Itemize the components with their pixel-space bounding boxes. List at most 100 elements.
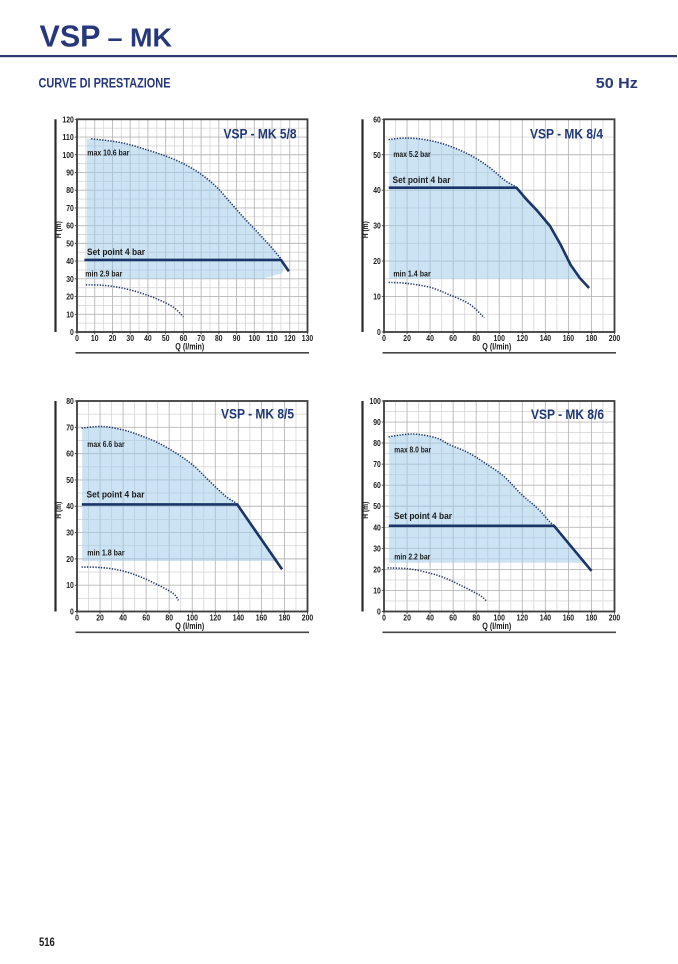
svg-text:140: 140 <box>233 613 245 622</box>
svg-text:50: 50 <box>66 239 74 248</box>
svg-text:80: 80 <box>472 334 480 343</box>
svg-text:90: 90 <box>66 169 74 178</box>
svg-text:20: 20 <box>109 334 117 343</box>
svg-text:0: 0 <box>382 613 386 622</box>
svg-text:100: 100 <box>494 334 506 343</box>
svg-text:50: 50 <box>373 502 381 511</box>
svg-text:140: 140 <box>540 613 552 622</box>
svg-text:80: 80 <box>66 186 74 195</box>
svg-text:VSP - MK 5/8: VSP - MK 5/8 <box>224 127 297 142</box>
svg-text:0: 0 <box>377 328 381 337</box>
svg-text:max 5.2 bar: max 5.2 bar <box>393 149 431 159</box>
svg-text:110: 110 <box>62 133 74 142</box>
svg-text:max 8.0 bar: max 8.0 bar <box>394 445 431 455</box>
svg-text:VSP - MK 8/6: VSP - MK 8/6 <box>531 407 604 422</box>
svg-text:120: 120 <box>284 334 296 343</box>
svg-text:100: 100 <box>369 397 381 406</box>
svg-text:10: 10 <box>91 334 99 343</box>
svg-text:120: 120 <box>210 613 222 622</box>
svg-text:80: 80 <box>215 334 223 343</box>
svg-text:70: 70 <box>66 423 74 432</box>
svg-text:– MK: – MK <box>108 23 173 53</box>
svg-text:90: 90 <box>373 418 381 427</box>
svg-text:40: 40 <box>119 613 127 622</box>
svg-text:CURVE DI PRESTAZIONE: CURVE DI PRESTAZIONE <box>39 76 171 91</box>
svg-text:50: 50 <box>373 151 381 160</box>
svg-text:VSP: VSP <box>40 19 101 54</box>
svg-text:0: 0 <box>70 328 74 337</box>
svg-text:Set point 4 bar: Set point 4 bar <box>394 511 452 522</box>
svg-text:160: 160 <box>563 334 575 343</box>
svg-text:Q (l/min): Q (l/min) <box>482 341 511 351</box>
svg-text:160: 160 <box>256 613 268 622</box>
svg-text:Q (l/min): Q (l/min) <box>482 621 511 631</box>
svg-text:40: 40 <box>66 502 74 511</box>
svg-text:50: 50 <box>66 476 74 485</box>
svg-text:0: 0 <box>377 608 381 617</box>
svg-text:30: 30 <box>66 275 74 284</box>
svg-text:20: 20 <box>403 613 411 622</box>
svg-text:20: 20 <box>403 334 411 343</box>
svg-text:120: 120 <box>62 115 74 124</box>
svg-text:80: 80 <box>66 397 74 406</box>
svg-text:60: 60 <box>180 334 188 343</box>
svg-text:0: 0 <box>75 334 79 343</box>
svg-text:0: 0 <box>382 334 386 343</box>
svg-text:100: 100 <box>62 151 74 160</box>
svg-text:10: 10 <box>373 293 381 302</box>
svg-text:100: 100 <box>187 613 199 622</box>
svg-text:H (m): H (m) <box>361 221 370 238</box>
svg-text:20: 20 <box>66 293 74 302</box>
svg-text:30: 30 <box>373 222 381 231</box>
svg-text:Q (l/min): Q (l/min) <box>175 621 204 631</box>
svg-text:100: 100 <box>249 334 261 343</box>
svg-text:40: 40 <box>66 257 74 266</box>
svg-text:min 1.8 bar: min 1.8 bar <box>87 548 125 558</box>
svg-text:200: 200 <box>302 613 314 622</box>
svg-text:160: 160 <box>563 613 575 622</box>
svg-text:180: 180 <box>279 613 291 622</box>
svg-text:180: 180 <box>586 613 598 622</box>
svg-text:20: 20 <box>96 613 104 622</box>
svg-text:120: 120 <box>517 334 529 343</box>
svg-text:80: 80 <box>165 613 173 622</box>
svg-text:10: 10 <box>66 310 74 319</box>
svg-text:60: 60 <box>373 115 381 124</box>
svg-text:40: 40 <box>426 613 434 622</box>
svg-text:60: 60 <box>142 613 150 622</box>
svg-text:0: 0 <box>75 613 79 622</box>
svg-text:0: 0 <box>70 608 74 617</box>
svg-text:80: 80 <box>472 613 480 622</box>
svg-text:10: 10 <box>66 581 74 590</box>
svg-text:Q (l/min): Q (l/min) <box>175 341 204 351</box>
svg-text:100: 100 <box>494 613 506 622</box>
svg-text:60: 60 <box>449 334 457 343</box>
svg-text:20: 20 <box>373 565 381 574</box>
svg-text:516: 516 <box>39 937 55 949</box>
svg-text:Set point 4 bar: Set point 4 bar <box>393 175 451 186</box>
svg-text:50: 50 <box>162 334 170 343</box>
svg-text:VSP - MK 8/4: VSP - MK 8/4 <box>530 127 603 142</box>
svg-text:Set point 4 bar: Set point 4 bar <box>87 490 145 501</box>
svg-text:180: 180 <box>586 334 598 343</box>
svg-text:30: 30 <box>373 544 381 553</box>
svg-text:60: 60 <box>449 613 457 622</box>
svg-text:80: 80 <box>373 439 381 448</box>
svg-text:40: 40 <box>373 523 381 532</box>
svg-text:20: 20 <box>373 257 381 266</box>
svg-text:200: 200 <box>609 613 621 622</box>
svg-text:max 10.6 bar: max 10.6 bar <box>87 147 130 157</box>
svg-text:H (m): H (m) <box>361 501 370 518</box>
svg-text:70: 70 <box>197 334 205 343</box>
svg-text:H (m): H (m) <box>54 221 63 238</box>
svg-text:10: 10 <box>373 587 381 596</box>
svg-text:min 2.9 bar: min 2.9 bar <box>85 268 123 278</box>
svg-text:40: 40 <box>144 334 152 343</box>
svg-text:60: 60 <box>373 481 381 490</box>
svg-text:40: 40 <box>373 186 381 195</box>
svg-text:20: 20 <box>66 555 74 564</box>
svg-text:50 Hz: 50 Hz <box>596 76 638 92</box>
svg-text:min 1.4 bar: min 1.4 bar <box>393 269 431 279</box>
svg-text:70: 70 <box>66 204 74 213</box>
svg-text:70: 70 <box>373 460 381 469</box>
